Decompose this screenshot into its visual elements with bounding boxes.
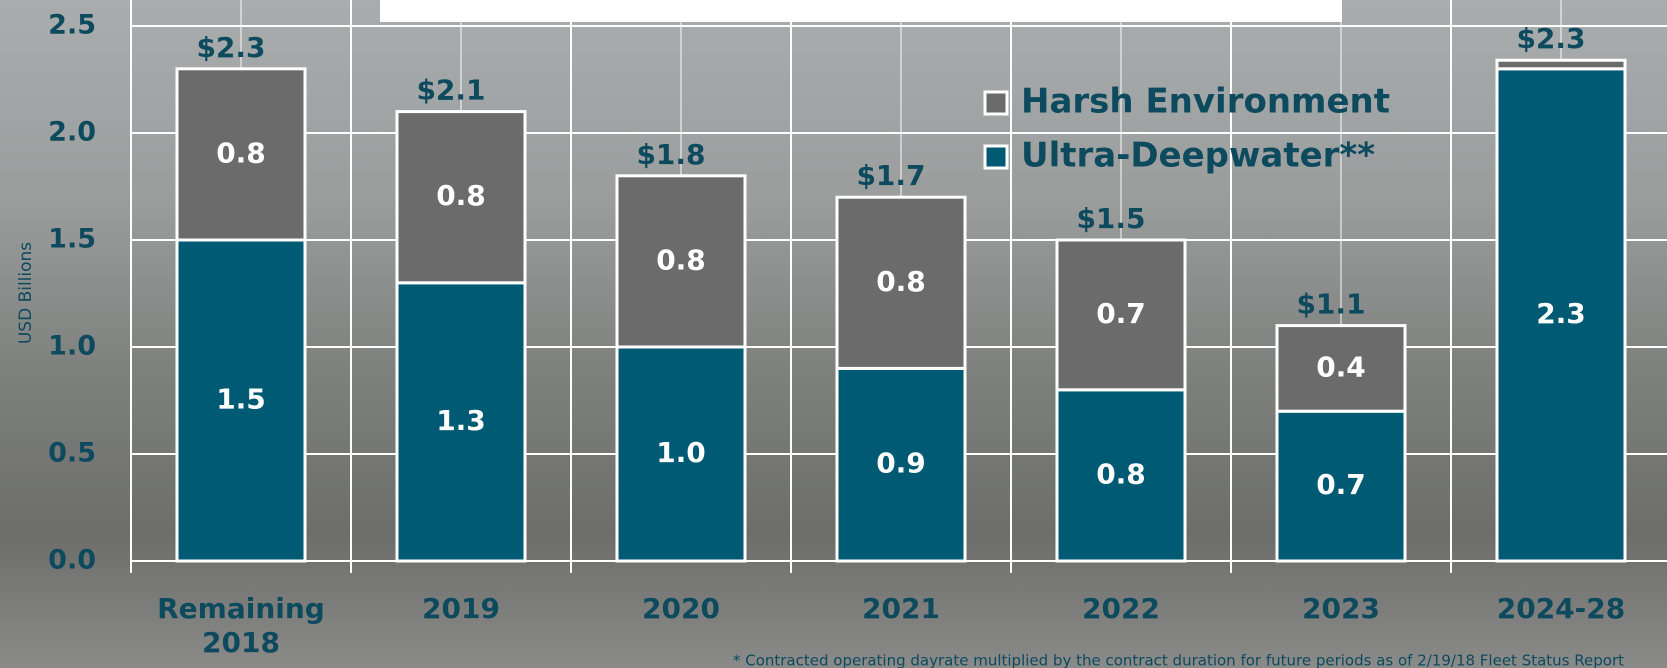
value-label: 0.8 [216,136,266,169]
value-label: 0.8 [1096,457,1146,490]
value-label: 0.9 [876,447,926,480]
legend-swatch [983,144,1009,170]
bar-segment [835,366,967,563]
bar-segment [1275,324,1407,413]
value-label: 1.3 [436,404,486,437]
x-tick-label: 2020 [642,592,720,625]
bar-segment [395,281,527,563]
x-tick-label: 2019 [422,592,500,625]
total-label: $2.3 [196,31,265,64]
bar-segment [835,195,967,370]
value-label: 0.7 [1096,297,1146,330]
value-label: 2.3 [1536,297,1586,330]
total-label: $2.3 [1516,22,1585,55]
value-label: 0.7 [1316,468,1366,501]
total-label: $2.1 [416,74,485,107]
footnote: * Contracted operating dayrate multiplie… [733,652,1624,668]
value-label: 0.8 [656,243,706,276]
bar-segment [1495,58,1627,71]
total-label: $1.8 [636,138,705,171]
bar-segment [615,345,747,563]
bar-segment [175,67,307,242]
y-tick-label: 1.0 [48,331,96,362]
bar-segment [1275,409,1407,563]
bar-segment [1055,388,1187,563]
y-tick-label: 2.0 [48,117,96,148]
x-tick-label: 2023 [1302,592,1380,625]
x-tick-label: Remaining 2018 [157,592,325,659]
value-label: 0.8 [436,179,486,212]
total-label: $1.7 [856,159,925,192]
y-axis-label: USD Billions [16,242,36,344]
x-tick-label: 2022 [1082,592,1160,625]
total-label: $1.5 [1076,202,1145,235]
value-label: 1.5 [216,383,266,416]
total-label: $1.1 [1296,288,1365,321]
y-tick-label: 0.5 [48,438,96,469]
y-tick-label: 1.5 [48,224,96,255]
x-tick-label: 2024-28 [1496,592,1626,625]
bar-segment [175,238,307,563]
y-tick-label: 2.5 [48,10,96,41]
bar-segment [615,174,747,349]
title-box [380,0,1342,22]
value-label: 0.4 [1316,350,1366,383]
bar-segment [395,110,527,285]
bar-segment [1495,67,1627,563]
legend-swatch [983,90,1009,116]
legend-label: Ultra-Deepwater** [1021,136,1375,176]
y-tick-label: 0.0 [48,545,96,576]
bar-segment [1055,238,1187,392]
x-tick-label: 2021 [862,592,940,625]
value-label: 0.8 [876,265,926,298]
legend-label: Harsh Environment [1021,82,1390,122]
value-label: 1.0 [656,436,706,469]
